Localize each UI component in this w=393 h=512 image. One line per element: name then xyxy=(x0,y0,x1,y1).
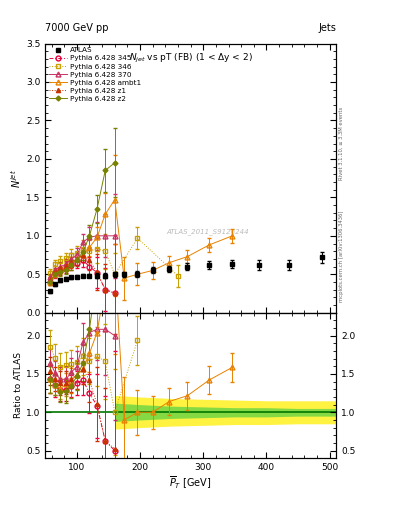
Text: 7000 GeV pp: 7000 GeV pp xyxy=(45,23,109,33)
Y-axis label: Ratio to ATLAS: Ratio to ATLAS xyxy=(14,352,23,418)
X-axis label: $\overline{P}_T$ [GeV]: $\overline{P}_T$ [GeV] xyxy=(169,475,212,491)
Text: ATLAS_2011_S9126244: ATLAS_2011_S9126244 xyxy=(167,228,250,236)
Text: Jets: Jets xyxy=(318,23,336,33)
Text: Rivet 3.1.10, ≥ 3.3M events: Rivet 3.1.10, ≥ 3.3M events xyxy=(339,106,344,180)
Text: mcplots.cern.ch [arXiv:1306.3436]: mcplots.cern.ch [arXiv:1306.3436] xyxy=(339,210,344,302)
Text: $N_{jet}$ vs pT (FB) (1 < $\Delta$y < 2): $N_{jet}$ vs pT (FB) (1 < $\Delta$y < 2) xyxy=(129,52,253,65)
Y-axis label: $N^{jet}$: $N^{jet}$ xyxy=(9,168,23,187)
Legend: ATLAS, Pythia 6.428 345, Pythia 6.428 346, Pythia 6.428 370, Pythia 6.428 ambt1,: ATLAS, Pythia 6.428 345, Pythia 6.428 34… xyxy=(48,46,142,103)
